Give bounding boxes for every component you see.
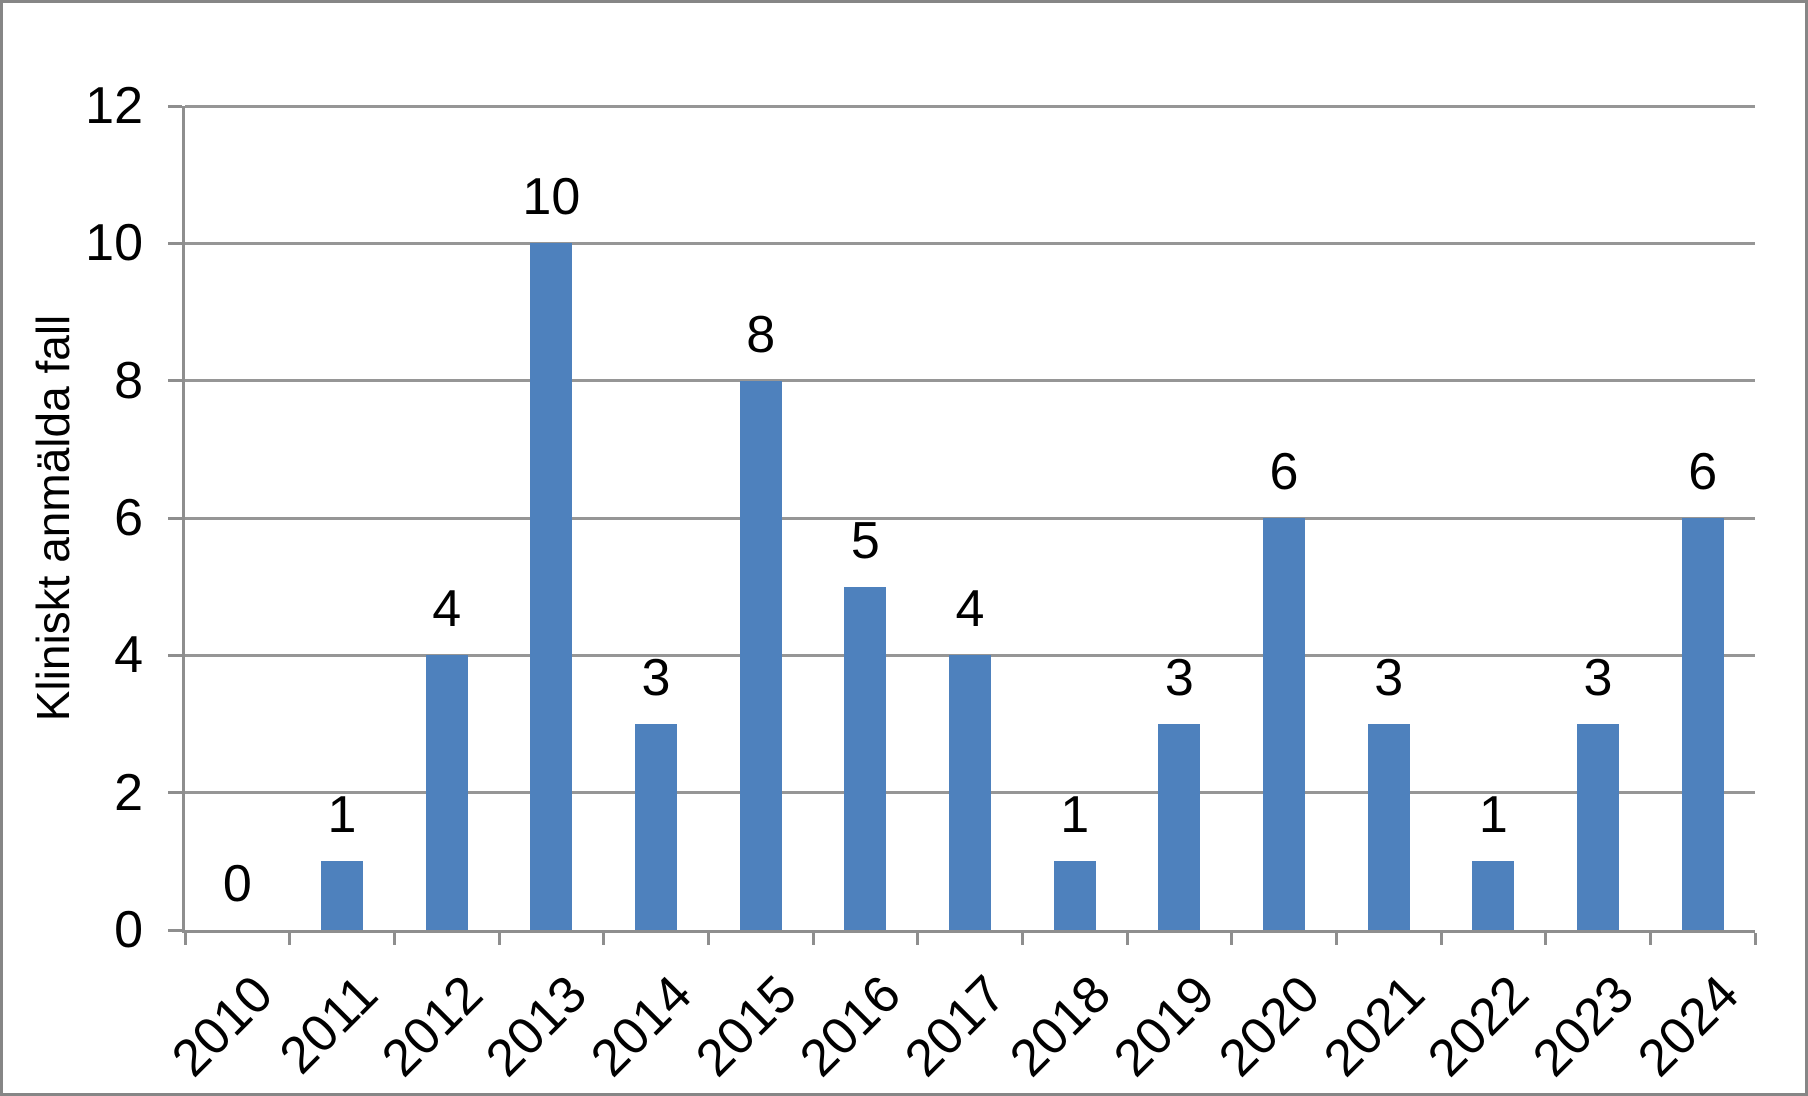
y-tick-mark bbox=[168, 928, 182, 932]
bar-value-label: 6 bbox=[1688, 443, 1718, 501]
bar bbox=[1367, 724, 1410, 930]
bar bbox=[949, 655, 991, 930]
bar-value-label: 3 bbox=[1583, 649, 1613, 707]
y-tick-label: 8 bbox=[114, 351, 143, 410]
bar-value-label: 3 bbox=[1164, 649, 1194, 707]
bar bbox=[1053, 861, 1096, 930]
x-tick-mark bbox=[392, 933, 396, 945]
x-tick-mark bbox=[1753, 933, 1757, 945]
bar-value-label: 6 bbox=[1269, 443, 1299, 501]
y-tick-label: 12 bbox=[85, 77, 143, 135]
gridline bbox=[185, 653, 1755, 657]
bar-value-label: 0 bbox=[222, 855, 252, 913]
y-tick-mark bbox=[168, 241, 182, 245]
bar bbox=[1472, 861, 1515, 930]
gridline bbox=[185, 241, 1755, 245]
x-tick-mark bbox=[1125, 933, 1129, 945]
bar bbox=[425, 655, 468, 930]
bar bbox=[1263, 518, 1305, 930]
bar-value-label: 3 bbox=[1374, 649, 1404, 707]
x-tick-mark bbox=[183, 933, 187, 945]
x-tick-mark bbox=[916, 933, 920, 945]
x-tick-mark bbox=[1334, 933, 1338, 945]
x-tick-mark bbox=[497, 933, 501, 945]
x-tick-mark bbox=[288, 933, 292, 945]
bar bbox=[739, 380, 782, 930]
bar bbox=[844, 586, 887, 930]
y-tick-mark bbox=[168, 516, 182, 520]
bar-value-label: 1 bbox=[327, 786, 357, 845]
bar bbox=[1681, 518, 1724, 930]
gridline bbox=[185, 104, 1755, 108]
x-tick-mark bbox=[1544, 933, 1548, 945]
bar-value-label: 1 bbox=[1478, 786, 1508, 845]
bar-value-label: 1 bbox=[1060, 786, 1090, 845]
x-tick-mark bbox=[1020, 933, 1024, 945]
bar-value-label: 10 bbox=[522, 168, 581, 227]
y-tick-label: 0 bbox=[114, 901, 143, 959]
y-tick-mark bbox=[168, 104, 182, 108]
gridline bbox=[185, 379, 1755, 383]
y-tick-mark bbox=[168, 791, 182, 795]
bar bbox=[635, 724, 677, 930]
y-tick-label: 10 bbox=[85, 214, 143, 273]
y-tick-mark bbox=[168, 653, 182, 657]
x-tick-mark bbox=[811, 933, 815, 945]
x-tick-mark bbox=[1230, 933, 1234, 945]
gridline bbox=[185, 516, 1755, 520]
bar-value-label: 4 bbox=[432, 580, 462, 639]
y-tick-mark bbox=[168, 379, 182, 383]
bar bbox=[1158, 724, 1201, 930]
plot-area: 0 1 4 10 3 8 5 4 1 3 6 3 1 3 6 bbox=[182, 104, 1755, 933]
bar-value-label: 4 bbox=[955, 580, 985, 639]
bar bbox=[321, 861, 363, 930]
x-tick-mark bbox=[1439, 933, 1443, 945]
x-tick-mark bbox=[1648, 933, 1652, 945]
y-tick-label: 2 bbox=[114, 763, 143, 822]
bar-value-label: 3 bbox=[641, 649, 671, 707]
bar bbox=[1577, 724, 1619, 930]
bar bbox=[530, 243, 573, 930]
y-tick-label: 6 bbox=[114, 489, 143, 547]
x-tick-mark bbox=[602, 933, 606, 945]
bar-value-label: 5 bbox=[850, 511, 880, 570]
x-tick-mark bbox=[706, 933, 710, 945]
bar-value-label: 8 bbox=[746, 305, 776, 364]
y-tick-label: 4 bbox=[114, 626, 143, 685]
